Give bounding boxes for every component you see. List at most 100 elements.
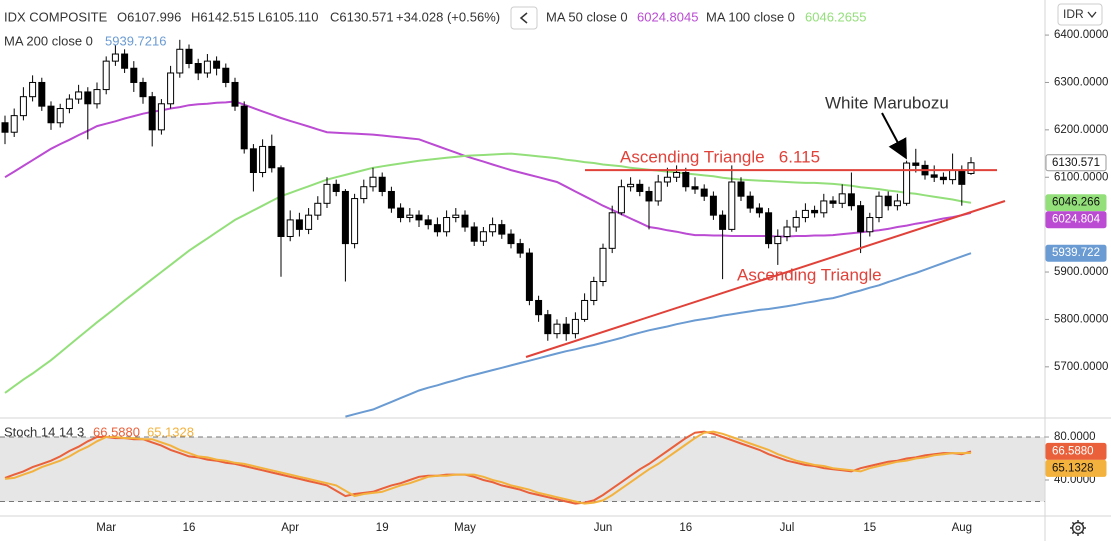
candle-body: [903, 162, 911, 204]
candle-body: [240, 105, 248, 150]
candle-body: [792, 217, 800, 228]
ohlc-close: C6130.571: [330, 9, 394, 24]
candle-body: [498, 224, 506, 235]
collapse-button[interactable]: [510, 6, 538, 30]
candle-body: [305, 214, 313, 230]
candle-body: [691, 186, 699, 190]
price-badge: [1045, 459, 1107, 477]
candle-body: [130, 67, 138, 83]
candle-body: [746, 195, 754, 209]
price-badge: [1045, 154, 1107, 172]
price-badge-label: 66.5880: [1052, 445, 1094, 457]
candle-body: [765, 212, 773, 245]
candle-body: [636, 183, 644, 192]
annotation-arrow: [881, 112, 907, 160]
candle-body: [47, 105, 55, 124]
candle-body: [811, 209, 819, 214]
candle-body: [286, 219, 294, 237]
candle-body: [452, 214, 460, 219]
x-tick-label: 16: [679, 522, 692, 534]
candle-body: [507, 233, 515, 245]
candle-body: [553, 323, 561, 335]
ohlc-open: O6107.996: [117, 9, 181, 24]
settings-button[interactable]: [1070, 520, 1086, 536]
y-tick-label: 40.0000: [1054, 474, 1096, 486]
annotation: Ascending Triangle 6.115: [620, 147, 820, 166]
annotation: White Marubozu: [825, 93, 949, 112]
candle-body: [102, 60, 110, 91]
candle-body: [755, 207, 763, 214]
y-tick-label: 80.0000: [1054, 431, 1096, 443]
candle-body: [645, 190, 653, 202]
candle-body: [139, 81, 147, 98]
candle-body: [930, 174, 938, 178]
candle-body: [489, 224, 497, 233]
candle-body: [737, 181, 745, 197]
candle-body: [829, 200, 837, 204]
candle-body: [387, 190, 395, 209]
candle-body: [700, 188, 708, 197]
candle-body: [719, 214, 727, 230]
candle-body: [167, 72, 175, 105]
change: +34.028 (+0.56%): [396, 9, 500, 24]
legend-name: MA 200 close 0: [4, 33, 93, 48]
candle-body: [627, 183, 635, 188]
candle-body: [663, 176, 671, 183]
candle-body: [673, 172, 681, 178]
candle-body: [562, 323, 570, 335]
price-badge-label: 6046.266: [1052, 197, 1100, 209]
candle-body: [774, 235, 782, 245]
candle-body: [581, 299, 589, 320]
candle-body: [525, 252, 533, 301]
candle-body: [56, 108, 64, 124]
candle-body: [571, 318, 579, 335]
y-tick-label: 5700.0000: [1054, 361, 1108, 373]
candle-body: [213, 60, 221, 69]
candle-body: [443, 217, 451, 233]
legend-value: 6046.2655: [805, 9, 866, 24]
price-badge: [1045, 194, 1107, 212]
series-line: [345, 252, 972, 418]
x-tick-label: Jul: [780, 522, 795, 534]
candle-body: [369, 176, 377, 188]
symbol: IDX COMPOSITE: [4, 9, 108, 24]
candle-body: [709, 195, 717, 216]
series-line: [4, 152, 972, 394]
stoch-band: [0, 437, 1045, 502]
main-plot: [1, 39, 975, 418]
legend-name: MA 100 close 0: [706, 9, 795, 24]
candle-body: [84, 91, 92, 105]
candle-body: [121, 53, 129, 69]
candle-body: [535, 299, 543, 316]
stoch-plot: [4, 430, 972, 505]
candle-body: [341, 190, 349, 245]
candle-body: [314, 202, 322, 216]
x-tick-label: Aug: [952, 522, 972, 534]
candle-body: [967, 162, 975, 174]
x-tick-label: 16: [183, 522, 196, 534]
candle-body: [323, 183, 331, 204]
candle-body: [231, 81, 239, 107]
candle-body: [866, 217, 874, 233]
candle-body: [148, 96, 156, 131]
price-badge-label: 6024.804: [1052, 214, 1101, 226]
price-badge-label: 65.1328: [1052, 462, 1094, 474]
y-tick-label: 6400.0000: [1054, 29, 1108, 41]
candle-body: [590, 281, 598, 301]
annotation: Ascending Triangle: [737, 265, 882, 284]
candle-body: [847, 193, 855, 207]
candle-body: [516, 243, 524, 254]
candle-body: [958, 169, 966, 185]
candle-body: [838, 193, 846, 204]
legend-value: 6024.8045: [637, 9, 698, 24]
candle-body: [157, 103, 165, 131]
series-line: [4, 430, 972, 505]
currency-selector[interactable]: IDR: [1057, 3, 1103, 26]
candle-body: [949, 169, 957, 181]
candle-body: [10, 115, 18, 133]
candle-body: [857, 205, 865, 233]
stoch-background: [0, 436, 1045, 502]
y-tick-label: 6100.0000: [1054, 171, 1108, 183]
